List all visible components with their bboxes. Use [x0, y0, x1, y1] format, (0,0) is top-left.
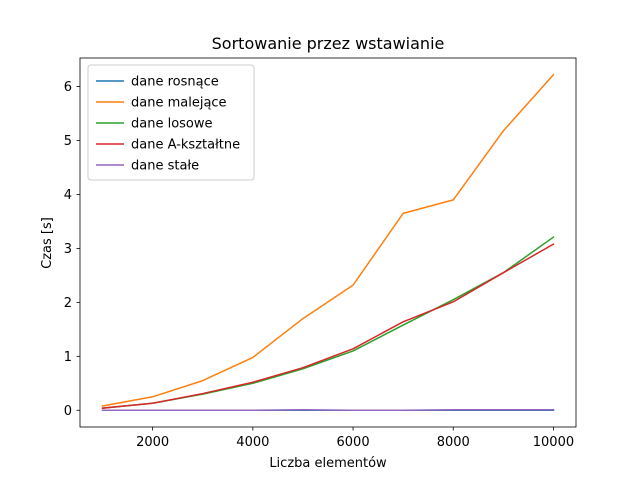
- legend-label-2: dane malejące: [131, 96, 227, 111]
- x-tick-label: 2000: [136, 435, 169, 450]
- y-axis-label: Czas [s]: [40, 217, 55, 269]
- legend-box: [87, 64, 255, 181]
- x-tick-label: 10000: [533, 435, 574, 450]
- y-tick-label: 1: [64, 350, 72, 365]
- legend: dane rosnące dane malejące dane losowe dane…: [87, 64, 255, 181]
- legend-label-1: dane rosnące: [131, 75, 219, 90]
- y-tick-label: 5: [64, 134, 72, 149]
- chart-title: Sortowanie przez wstawianie: [212, 34, 445, 53]
- y-tick-label: 2: [64, 296, 72, 311]
- x-tick-label: 8000: [437, 435, 470, 450]
- x-tick-label: 6000: [337, 435, 370, 450]
- y-tick-label: 4: [64, 188, 72, 203]
- x-tick-label: 4000: [236, 435, 269, 450]
- legend-label-3: dane losowe: [131, 117, 213, 132]
- legend-label-5: dane stałe: [131, 159, 199, 174]
- axes-layer: 2000 4000 6000 8000 10000 0 1 2 3 4 5 6: [64, 57, 577, 450]
- series-line-4: [101, 243, 555, 409]
- plot-frame: [79, 57, 577, 428]
- series-line-5: [101, 408, 555, 412]
- x-axis-label: Liczba elementów: [269, 456, 387, 471]
- y-tick-label: 3: [64, 242, 72, 257]
- series-line-2: [101, 73, 555, 407]
- series-layer: [101, 73, 555, 412]
- legend-label-4: dane A-kształtne: [131, 138, 240, 153]
- y-tick-label: 6: [64, 80, 72, 95]
- y-tick-label: 0: [64, 404, 72, 419]
